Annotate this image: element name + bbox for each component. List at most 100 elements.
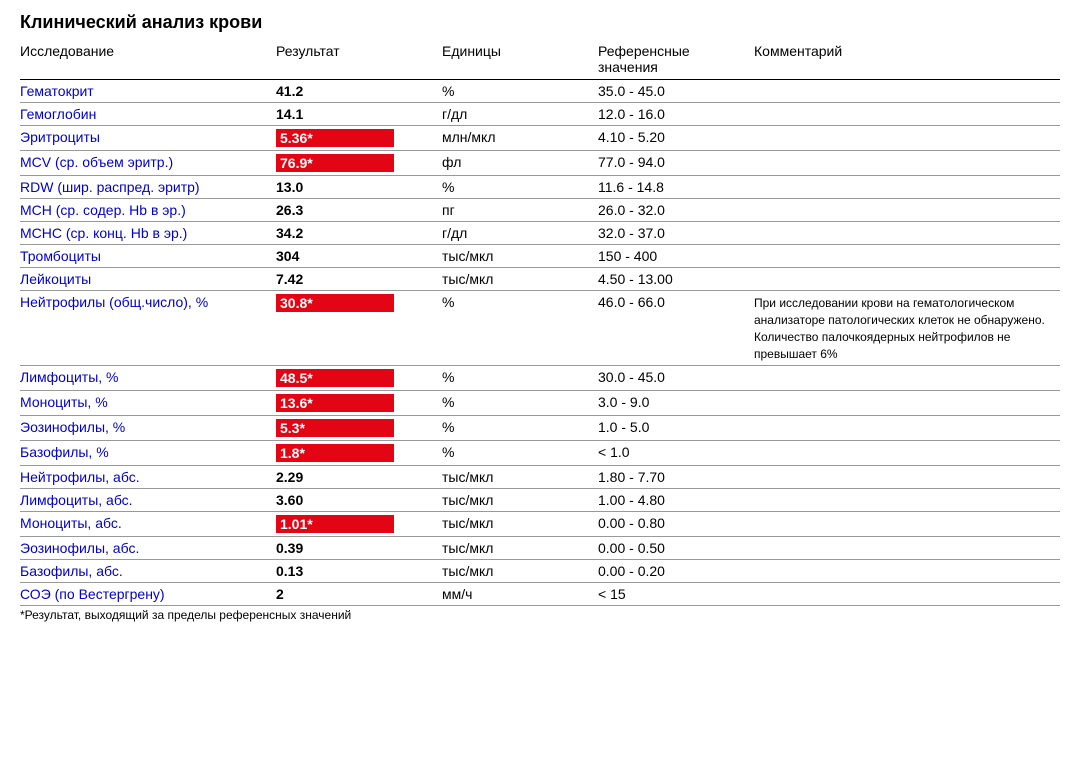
test-name[interactable]: Лимфоциты, %	[20, 369, 118, 385]
test-name[interactable]: Гемоглобин	[20, 106, 96, 122]
table-row: MCHC (ср. конц. Hb в эр.) 34.2 г/дл32.0 - …	[20, 222, 1060, 245]
comment-text: При исследовании крови на гематологическ…	[754, 296, 1045, 361]
units-cell: %	[442, 80, 598, 103]
col-header-result: Результат	[276, 39, 442, 80]
units-cell: тыс/мкл	[442, 466, 598, 489]
result-value-flagged: 30.8*	[276, 294, 394, 312]
reference-cell: 32.0 - 37.0	[598, 222, 754, 245]
result-value-flagged: 1.01*	[276, 515, 394, 533]
result-value: 41.2	[276, 83, 303, 99]
test-name[interactable]: Лимфоциты, абс.	[20, 492, 133, 508]
reference-cell: 4.50 - 13.00	[598, 268, 754, 291]
reference-cell: 11.6 - 14.8	[598, 176, 754, 199]
reference-cell: 26.0 - 32.0	[598, 199, 754, 222]
col-header-test: Исследование	[20, 39, 276, 80]
table-row: RDW (шир. распред. эритр) 13.0%11.6 - 14.…	[20, 176, 1060, 199]
test-name[interactable]: Моноциты, %	[20, 394, 108, 410]
table-row: Моноциты, абс. 1.01* тыс/мкл0.00 - 0.80	[20, 512, 1060, 537]
table-row: Нейтрофилы (общ.число), % 30.8*%46.0 - 66…	[20, 291, 1060, 366]
test-name[interactable]: MCH (ср. содер. Hb в эр.)	[20, 202, 186, 218]
reference-cell: 1.0 - 5.0	[598, 416, 754, 441]
result-value-flagged: 13.6*	[276, 394, 394, 412]
test-name[interactable]: Эозинофилы, %	[20, 419, 125, 435]
units-cell: %	[442, 391, 598, 416]
result-value-flagged: 5.3*	[276, 419, 394, 437]
table-row: Нейтрофилы, абс. 2.29 тыс/мкл1.80 - 7.70	[20, 466, 1060, 489]
test-name[interactable]: MCHC (ср. конц. Hb в эр.)	[20, 225, 187, 241]
table-row: Эозинофилы, % 5.3*%1.0 - 5.0	[20, 416, 1060, 441]
reference-cell: < 15	[598, 583, 754, 606]
test-name[interactable]: Нейтрофилы, абс.	[20, 469, 140, 485]
units-cell: тыс/мкл	[442, 489, 598, 512]
reference-cell: 0.00 - 0.20	[598, 560, 754, 583]
units-cell: тыс/мкл	[442, 537, 598, 560]
reference-cell: 77.0 - 94.0	[598, 151, 754, 176]
table-row: Эритроциты5.36*млн/мкл4.10 - 5.20	[20, 126, 1060, 151]
units-cell: %	[442, 416, 598, 441]
test-name[interactable]: Моноциты, абс.	[20, 515, 122, 531]
col-header-units: Единицы	[442, 39, 598, 80]
units-cell: г/дл	[442, 222, 598, 245]
units-cell: %	[442, 176, 598, 199]
test-name[interactable]: Нейтрофилы (общ.число), %	[20, 294, 208, 310]
test-name[interactable]: Гематокрит	[20, 83, 94, 99]
result-value: 0.39	[276, 540, 303, 556]
reference-cell: 150 - 400	[598, 245, 754, 268]
reference-cell: 4.10 - 5.20	[598, 126, 754, 151]
test-name[interactable]: MCV (ср. объем эритр.)	[20, 154, 173, 170]
test-name[interactable]: Эозинофилы, абс.	[20, 540, 139, 556]
reference-cell: 0.00 - 0.80	[598, 512, 754, 537]
reference-cell: 1.00 - 4.80	[598, 489, 754, 512]
reference-cell: 12.0 - 16.0	[598, 103, 754, 126]
test-name[interactable]: Базофилы, абс.	[20, 563, 123, 579]
table-row: Лимфоциты, % 48.5*%30.0 - 45.0	[20, 366, 1060, 391]
units-cell: млн/мкл	[442, 126, 598, 151]
table-row: Гематокрит 41.2%35.0 - 45.0	[20, 80, 1060, 103]
result-value: 26.3	[276, 202, 303, 218]
table-row: Лейкоциты7.42тыс/мкл4.50 - 13.00	[20, 268, 1060, 291]
test-name[interactable]: RDW (шир. распред. эритр)	[20, 179, 200, 195]
reference-cell: 3.0 - 9.0	[598, 391, 754, 416]
table-row: Гемоглобин14.1г/дл12.0 - 16.0	[20, 103, 1060, 126]
test-name[interactable]: Базофилы, %	[20, 444, 109, 460]
units-cell: %	[442, 366, 598, 391]
lab-results-table: Исследование Результат Единицы Референсн…	[20, 39, 1060, 606]
reference-cell: 1.80 - 7.70	[598, 466, 754, 489]
col-header-comment: Комментарий	[754, 39, 1060, 80]
reference-cell: 30.0 - 45.0	[598, 366, 754, 391]
units-cell: г/дл	[442, 103, 598, 126]
test-name[interactable]: Тромбоциты	[20, 248, 101, 264]
table-row: Базофилы, абс.0.13тыс/мкл0.00 - 0.20	[20, 560, 1060, 583]
result-value: 34.2	[276, 225, 303, 241]
units-cell: фл	[442, 151, 598, 176]
col-header-reference: Референсные значения	[598, 39, 754, 80]
test-name[interactable]: Эритроциты	[20, 129, 100, 145]
units-cell: %	[442, 441, 598, 466]
table-row: MCV (ср. объем эритр.) 76.9* фл77.0 - 94.0	[20, 151, 1060, 176]
units-cell: мм/ч	[442, 583, 598, 606]
reference-cell: < 1.0	[598, 441, 754, 466]
reference-cell: 0.00 - 0.50	[598, 537, 754, 560]
result-value: 3.60	[276, 492, 303, 508]
result-value: 2.29	[276, 469, 303, 485]
footnote: *Результат, выходящий за пределы референ…	[20, 608, 1060, 622]
section-title: Клинический анализ крови	[20, 12, 1060, 33]
reference-cell: 35.0 - 45.0	[598, 80, 754, 103]
table-header-row: Исследование Результат Единицы Референсн…	[20, 39, 1060, 80]
result-value-flagged: 48.5*	[276, 369, 394, 387]
result-value: 13.0	[276, 179, 303, 195]
table-row: Тромбоциты304тыс/мкл150 - 400	[20, 245, 1060, 268]
table-row: Лимфоциты, абс. 3.60 тыс/мкл1.00 - 4.80	[20, 489, 1060, 512]
reference-cell: 46.0 - 66.0	[598, 291, 754, 366]
result-value: 7.42	[276, 271, 303, 287]
units-cell: %	[442, 291, 598, 366]
units-cell: тыс/мкл	[442, 560, 598, 583]
table-row: Базофилы, %1.8*%< 1.0	[20, 441, 1060, 466]
test-name[interactable]: Лейкоциты	[20, 271, 91, 287]
table-row: MCH (ср. содер. Hb в эр.) 26.3 пг26.0 - 32…	[20, 199, 1060, 222]
test-name[interactable]: СОЭ (по Вестергрену)	[20, 586, 165, 602]
result-value: 304	[276, 248, 299, 264]
units-cell: тыс/мкл	[442, 512, 598, 537]
units-cell: пг	[442, 199, 598, 222]
result-value-flagged: 76.9*	[276, 154, 394, 172]
